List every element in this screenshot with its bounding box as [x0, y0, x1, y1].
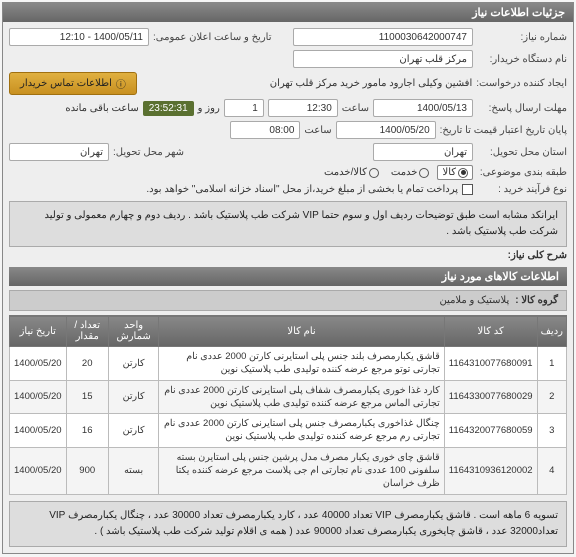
cell-code: 1164310936120002: [444, 447, 537, 494]
cell-code: 1164310077680091: [444, 347, 537, 381]
deadline-day-field: 1: [224, 99, 264, 117]
cell-unit: کارتن: [108, 380, 158, 414]
pub-date-field: 1400/05/11 - 12:10: [9, 28, 149, 46]
table-header-row: ردیف کد کالا نام کالا واحد شمارش تعداد /…: [10, 316, 567, 347]
cell-n: 3: [537, 414, 566, 448]
footer-note: تسویه 6 ماهه است . قاشق یکبارمصرف VIP تع…: [9, 501, 567, 547]
row-validity: پایان تاریخ اعتبار قیمت تا تاریخ: 1400/0…: [9, 121, 567, 139]
cell-unit: کارتن: [108, 414, 158, 448]
group-value: پلاستیک و ملامین: [439, 295, 509, 306]
cell-qty: 16: [66, 414, 108, 448]
radio-goods-service[interactable]: کالا/خدمت: [320, 166, 383, 179]
city-field: تهران: [9, 143, 109, 161]
cell-unit: کارتن: [108, 347, 158, 381]
cell-qty: 15: [66, 380, 108, 414]
items-header: اطلاعات کالاهای مورد نیاز: [9, 267, 567, 286]
contact-button[interactable]: ⓘ اطلاعات تماس خریدار: [9, 72, 137, 95]
cell-name: قاشق یکبارمصرف بلند جنس پلی استایرنی کار…: [159, 347, 444, 381]
row-category: طبقه بندی موضوعی: کالا خدمت کالا/خدمت: [9, 165, 567, 180]
info-icon: ⓘ: [116, 76, 126, 91]
cell-unit: بسته: [108, 447, 158, 494]
deadline-day-label: روز و: [198, 103, 220, 114]
deadline-date-field: 1400/05/13: [373, 99, 473, 117]
process-label: نوع فرآیند خرید :: [477, 184, 567, 195]
row-province: استان محل تحویل: تهران شهر محل تحویل: ته…: [9, 143, 567, 161]
table-row: 41164310936120002قاشق چای خوری یکبار مصر…: [10, 447, 567, 494]
radio-goods-service-label: کالا/خدمت: [324, 167, 367, 178]
process-text: پرداخت تمام یا بخشی از مبلغ خرید،از محل …: [146, 184, 458, 195]
cell-n: 1: [537, 347, 566, 381]
process-checkbox[interactable]: [462, 184, 473, 195]
radio-circle-icon: [419, 168, 429, 178]
details-panel: جزئیات اطلاعات نیاز شماره نیاز: 11000306…: [2, 2, 574, 554]
cell-qty: 900: [66, 447, 108, 494]
cell-n: 2: [537, 380, 566, 414]
cell-n: 4: [537, 447, 566, 494]
radio-goods-label: کالا: [442, 167, 456, 178]
row-requester: ایجاد کننده درخواست: افشین وکیلی اجارود …: [9, 72, 567, 95]
th-unit: واحد شمارش: [108, 316, 158, 347]
th-name: نام کالا: [159, 316, 444, 347]
validity-date-field: 1400/05/20: [336, 121, 436, 139]
main-desc-text: ایرانکد مشابه است طبق توضیحات ردیف اول و…: [45, 210, 558, 237]
radio-circle-icon: [458, 168, 468, 178]
cell-name: چنگال غذاخوری یکبارمصرف جنس پلی استایرنی…: [159, 414, 444, 448]
th-code: کد کالا: [444, 316, 537, 347]
items-table: ردیف کد کالا نام کالا واحد شمارش تعداد /…: [9, 315, 567, 495]
form-area: شماره نیاز: 1100030642000747 تاریخ و ساع…: [3, 22, 573, 553]
group-row: گروه کالا : پلاستیک و ملامین: [9, 290, 567, 311]
th-n: ردیف: [537, 316, 566, 347]
need-no-label: شماره نیاز:: [477, 32, 567, 43]
requester-text: افشین وکیلی اجارود مامور خرید مرکز قلب ت…: [270, 78, 473, 89]
cell-code: 1164330077680029: [444, 380, 537, 414]
deadline-hour-label: ساعت: [342, 103, 369, 114]
validity-label: پایان تاریخ اعتبار قیمت تا تاریخ:: [440, 125, 567, 136]
th-qty: تعداد / مقدار: [66, 316, 108, 347]
table-row: 21164330077680029کارد غذا خوری یکبارمصرف…: [10, 380, 567, 414]
table-row: 11164310077680091قاشق یکبارمصرف بلند جنس…: [10, 347, 567, 381]
deadline-hour-field: 12:30: [268, 99, 338, 117]
cell-date: 1400/05/20: [10, 347, 67, 381]
radio-goods[interactable]: کالا: [437, 165, 473, 180]
th-date: تاریخ نیاز: [10, 316, 67, 347]
category-radio-group: کالا خدمت کالا/خدمت: [320, 165, 473, 180]
need-no-field: 1100030642000747: [293, 28, 473, 46]
row-process: نوع فرآیند خرید : پرداخت تمام یا بخشی از…: [9, 184, 567, 195]
province-label: استان محل تحویل:: [477, 147, 567, 158]
panel-title: جزئیات اطلاعات نیاز: [3, 3, 573, 22]
radio-service[interactable]: خدمت: [387, 166, 434, 179]
buyer-org-field: مرکز قلب تهران: [293, 50, 473, 68]
cell-name: کارد غذا خوری یکبارمصرف شفاف پلی استایرن…: [159, 380, 444, 414]
cell-name: قاشق چای خوری یکبار مصرف مدل پرشین جنس پ…: [159, 447, 444, 494]
main-desc-label: شرح کلی نیاز:: [508, 250, 567, 261]
requester-label: ایجاد کننده درخواست:: [476, 78, 567, 89]
main-desc-block: ایرانکد مشابه است طبق توضیحات ردیف اول و…: [9, 201, 567, 247]
radio-circle-icon: [369, 168, 379, 178]
row-deadline: مهلت ارسال پاسخ: 1400/05/13 ساعت 12:30 1…: [9, 99, 567, 117]
countdown: 23:52:31: [143, 101, 194, 116]
province-field: تهران: [373, 143, 473, 161]
cell-code: 1164320077680059: [444, 414, 537, 448]
cell-qty: 20: [66, 347, 108, 381]
validity-hour-label: ساعت: [304, 125, 331, 136]
radio-service-label: خدمت: [391, 167, 418, 178]
group-label: گروه کالا :: [515, 295, 558, 306]
category-label: طبقه بندی موضوعی:: [477, 167, 567, 178]
city-label: شهر محل تحویل:: [113, 147, 184, 158]
contact-button-label: اطلاعات تماس خریدار: [20, 78, 112, 89]
table-row: 31164320077680059چنگال غذاخوری یکبارمصرف…: [10, 414, 567, 448]
remaining-label: ساعت باقی مانده: [65, 103, 138, 114]
cell-date: 1400/05/20: [10, 447, 67, 494]
cell-date: 1400/05/20: [10, 414, 67, 448]
buyer-org-label: نام دستگاه خریدار:: [477, 54, 567, 65]
row-buyer: نام دستگاه خریدار: مرکز قلب تهران: [9, 50, 567, 68]
pub-date-label: تاریخ و ساعت اعلان عمومی:: [153, 32, 272, 43]
deadline-label: مهلت ارسال پاسخ:: [477, 103, 567, 114]
validity-hour-field: 08:00: [230, 121, 300, 139]
cell-date: 1400/05/20: [10, 380, 67, 414]
row-need-no: شماره نیاز: 1100030642000747 تاریخ و ساع…: [9, 28, 567, 46]
